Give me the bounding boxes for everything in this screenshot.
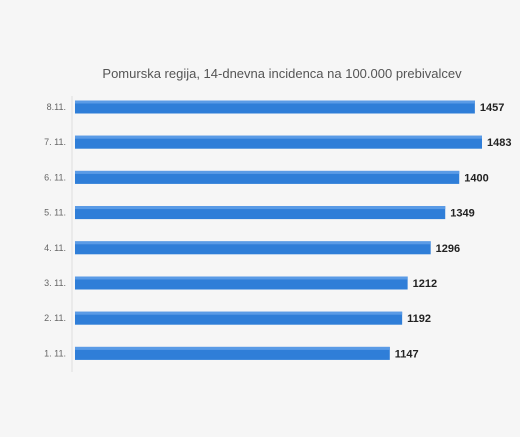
- bar: [75, 135, 482, 149]
- data-label: 1212: [413, 278, 437, 290]
- bars-group: 8.11. 1457 7. 11. 1483 6. 11. 1400 5. 11. 1349 4…: [44, 100, 511, 360]
- bar-highlight: [75, 276, 408, 280]
- category-tick-label: 6. 11.: [44, 172, 66, 182]
- category-tick-label: 5. 11.: [44, 208, 66, 218]
- category-tick-label: 8.11.: [47, 102, 66, 112]
- bar: [75, 276, 408, 290]
- category-tick-label: 2. 11.: [44, 313, 66, 323]
- data-label: 1483: [487, 137, 511, 149]
- bar: [75, 346, 390, 360]
- data-label: 1192: [407, 313, 431, 325]
- bar-highlight: [75, 346, 390, 350]
- category-tick-label: 4. 11.: [44, 243, 66, 253]
- data-label: 1147: [395, 348, 419, 360]
- bar: [75, 170, 460, 184]
- bar: [75, 311, 403, 325]
- bar: [75, 100, 475, 114]
- bar-highlight: [75, 241, 431, 245]
- data-label: 1457: [480, 102, 504, 114]
- category-tick-label: 3. 11.: [44, 278, 66, 288]
- bar-highlight: [75, 206, 446, 210]
- chart-title: Pomurska regija, 14-dnevna incidenca na …: [102, 66, 462, 81]
- bar-highlight: [75, 311, 403, 315]
- bar-highlight: [75, 170, 460, 174]
- category-tick-label: 7. 11.: [44, 137, 66, 147]
- data-label: 1296: [436, 243, 460, 255]
- bar-highlight: [75, 100, 475, 104]
- data-label: 1349: [450, 208, 474, 220]
- category-tick-label: 1. 11.: [44, 348, 66, 358]
- data-label: 1400: [464, 172, 488, 184]
- bar: [75, 241, 431, 255]
- bar-highlight: [75, 135, 482, 139]
- bar: [75, 206, 446, 220]
